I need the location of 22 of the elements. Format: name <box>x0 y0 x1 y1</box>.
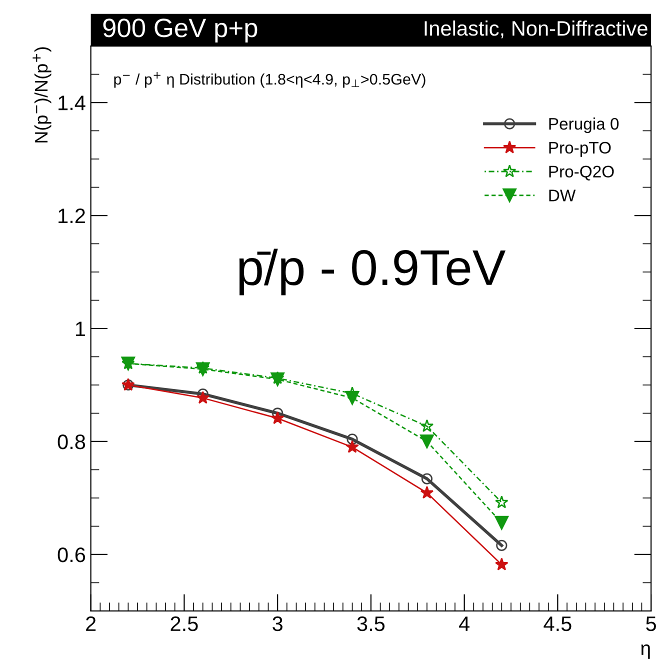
x-tick-label: 3 <box>272 616 282 632</box>
x-tick-label: 5 <box>646 616 656 632</box>
x-tick-label: 4.5 <box>544 616 572 632</box>
x-tick-label: 3.5 <box>357 616 385 632</box>
x-tick-label: 2.5 <box>170 616 198 632</box>
legend-label: Perugia 0 <box>549 118 619 134</box>
annotation: p̄/p - 0.9TeV <box>239 248 506 296</box>
y-tick-label: 1.2 <box>58 208 85 224</box>
annotation: p$^{−}$ / p$^{+}$ η Distribution (1.8<η<4.9, p$_{⊥}$>0.5GeV) <box>114 72 426 88</box>
y-tick-label: 0.6 <box>58 547 86 562</box>
x-tick-label: 4 <box>459 616 470 631</box>
chart-subtitle: Inelastic, Non-Diffractive <box>424 20 648 38</box>
x-tick-label: 2 <box>86 616 96 631</box>
y-tick-label: 1 <box>76 322 85 336</box>
chart-title: 900 GeV p+p <box>103 18 258 43</box>
y-tick-label: 0.8 <box>58 434 86 450</box>
x-axis-title: η <box>641 644 650 659</box>
legend-label: Pro-Q2O <box>549 166 614 180</box>
y-axis-title: N(p$^{−}$)/N(p$^{+}$) <box>32 47 52 142</box>
y-tick-label: 1.4 <box>58 96 86 110</box>
legend-label: DW <box>549 190 576 202</box>
legend-label: Pro-pTO <box>549 142 611 157</box>
